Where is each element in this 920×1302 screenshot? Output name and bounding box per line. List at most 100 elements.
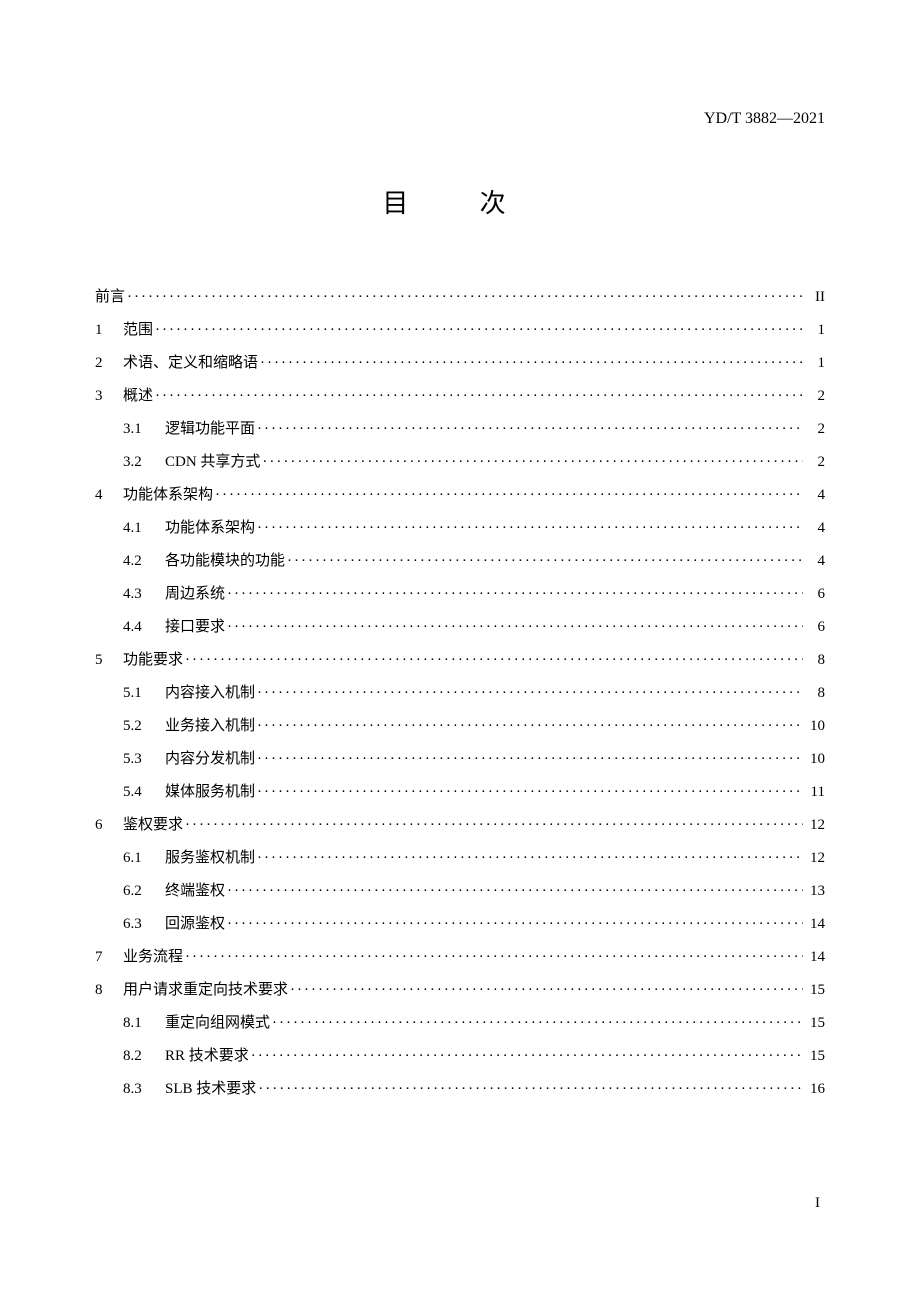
toc-leader-dots — [215, 488, 803, 503]
toc-leader-dots — [257, 752, 803, 767]
toc-page-number: II — [805, 290, 825, 305]
toc-leader-dots — [185, 653, 803, 668]
page-container: YD/T 3882—2021 目 次 前言II1范围12术语、定义和缩略语13概… — [0, 0, 920, 1175]
toc-entry: 4.1 功能体系架构 4 — [95, 521, 825, 536]
toc-label: 功能要求 — [123, 653, 183, 668]
toc-subsection-number: 8.1 — [123, 1016, 151, 1031]
toc-label: 前言 — [95, 290, 125, 305]
toc-section-number: 5 — [95, 653, 113, 668]
toc-label: 服务鉴权机制 — [165, 851, 255, 866]
page-number: I — [815, 1195, 820, 1212]
toc-subsection-number: 5.4 — [123, 785, 151, 800]
toc-page-number: 4 — [805, 521, 825, 536]
toc-entry: 3 概述 2 — [95, 389, 825, 404]
toc-entry: 2 术语、定义和缩略语 1 — [95, 356, 825, 371]
toc-label: 概述 — [123, 389, 153, 404]
toc-entry: 6.3 回源鉴权 14 — [95, 917, 825, 932]
toc-subsection-number: 8.2 — [123, 1049, 151, 1064]
toc-subsection-number: 3.1 — [123, 422, 151, 437]
toc-section-number: 1 — [95, 323, 113, 338]
toc-entry: 4.4 接口要求 6 — [95, 620, 825, 635]
toc-page-number: 13 — [805, 884, 825, 899]
table-of-contents: 前言II1范围12术语、定义和缩略语13概述23.1逻辑功能平面23.2CDN … — [95, 290, 825, 1097]
toc-entry: 8.3SLB 技术要求16 — [95, 1082, 825, 1097]
toc-entry: 8.1 重定向组网模式 15 — [95, 1016, 825, 1031]
toc-entry: 4功能体系架构4 — [95, 488, 825, 503]
toc-entry: 4.2各功能模块的功能4 — [95, 554, 825, 569]
toc-title: 目 次 — [95, 183, 825, 220]
toc-label: 逻辑功能平面 — [165, 422, 255, 437]
toc-leader-dots — [290, 983, 803, 998]
toc-subsection-number: 4.3 — [123, 587, 151, 602]
toc-subsection-number: 6.3 — [123, 917, 151, 932]
toc-page-number: 4 — [805, 554, 825, 569]
toc-page-number: 10 — [805, 719, 825, 734]
toc-page-number: 1 — [805, 323, 825, 338]
toc-leader-dots — [257, 521, 803, 536]
toc-page-number: 14 — [805, 917, 825, 932]
toc-page-number: 2 — [805, 389, 825, 404]
toc-subsection-number: 6.1 — [123, 851, 151, 866]
toc-entry: 5.3内容分发机制10 — [95, 752, 825, 767]
toc-label: 功能体系架构 — [123, 488, 213, 503]
toc-page-number: 10 — [805, 752, 825, 767]
toc-label: 终端鉴权 — [165, 884, 225, 899]
toc-entry: 6.1服务鉴权机制12 — [95, 851, 825, 866]
toc-subsection-number: 6.2 — [123, 884, 151, 899]
toc-label: 内容接入机制 — [165, 686, 255, 701]
toc-leader-dots — [127, 290, 803, 305]
toc-section-number: 3 — [95, 389, 113, 404]
toc-entry: 5.1 内容接入机制 8 — [95, 686, 825, 701]
toc-subsection-number: 3.2 — [123, 455, 151, 470]
toc-page-number: 8 — [805, 686, 825, 701]
toc-label: 媒体服务机制 — [165, 785, 255, 800]
toc-label: 功能体系架构 — [165, 521, 255, 536]
toc-subsection-number: 5.1 — [123, 686, 151, 701]
toc-entry: 6鉴权要求12 — [95, 818, 825, 833]
toc-entry: 8用户请求重定向技术要求15 — [95, 983, 825, 998]
toc-page-number: 2 — [805, 455, 825, 470]
toc-label: 用户请求重定向技术要求 — [123, 983, 288, 998]
toc-leader-dots — [227, 884, 803, 899]
toc-page-number: 6 — [805, 587, 825, 602]
toc-page-number: 6 — [805, 620, 825, 635]
toc-leader-dots — [227, 917, 803, 932]
toc-section-number: 2 — [95, 356, 113, 371]
toc-label: 周边系统 — [165, 587, 225, 602]
toc-section-number: 7 — [95, 950, 113, 965]
toc-entry: 4.3 周边系统 6 — [95, 587, 825, 602]
toc-entry: 3.1逻辑功能平面2 — [95, 422, 825, 437]
toc-leader-dots — [257, 422, 803, 437]
toc-leader-dots — [155, 323, 803, 338]
toc-entry: 1范围1 — [95, 323, 825, 338]
toc-page-number: 1 — [805, 356, 825, 371]
toc-label: 回源鉴权 — [165, 917, 225, 932]
toc-label: 内容分发机制 — [165, 752, 255, 767]
toc-entry: 5.2业务接入机制10 — [95, 719, 825, 734]
toc-leader-dots — [257, 719, 803, 734]
toc-subsection-number: 4.4 — [123, 620, 151, 635]
toc-page-number: 15 — [805, 1049, 825, 1064]
toc-label: 接口要求 — [165, 620, 225, 635]
toc-label: 鉴权要求 — [123, 818, 183, 833]
toc-subsection-number: 4.2 — [123, 554, 151, 569]
toc-leader-dots — [227, 587, 803, 602]
toc-label: SLB 技术要求 — [165, 1082, 256, 1097]
toc-page-number: 15 — [805, 1016, 825, 1031]
toc-label: 术语、定义和缩略语 — [123, 356, 258, 371]
toc-label: 重定向组网模式 — [165, 1016, 270, 1031]
toc-leader-dots — [262, 455, 803, 470]
toc-page-number: 4 — [805, 488, 825, 503]
toc-leader-dots — [258, 1082, 803, 1097]
toc-label: CDN 共享方式 — [165, 455, 260, 470]
toc-section-number: 8 — [95, 983, 113, 998]
toc-leader-dots — [260, 356, 803, 371]
toc-label: 业务接入机制 — [165, 719, 255, 734]
toc-leader-dots — [257, 851, 803, 866]
toc-page-number: 8 — [805, 653, 825, 668]
toc-page-number: 16 — [805, 1082, 825, 1097]
toc-leader-dots — [155, 389, 803, 404]
toc-entry: 6.2 终端鉴权 13 — [95, 884, 825, 899]
toc-subsection-number: 4.1 — [123, 521, 151, 536]
toc-entry: 7业务流程14 — [95, 950, 825, 965]
